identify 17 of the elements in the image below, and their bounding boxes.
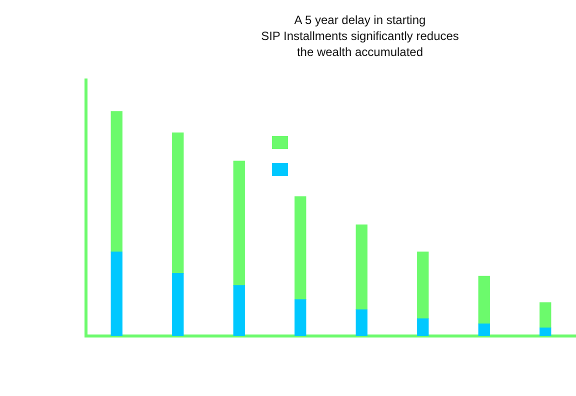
bar bbox=[233, 160, 245, 286]
chart-title: A 5 year delay in starting SIP Installments significantly reduces the wealth accumulated bbox=[260, 12, 460, 60]
bar bbox=[540, 302, 552, 328]
bar bbox=[540, 328, 552, 336]
bar bbox=[356, 309, 368, 336]
bar bbox=[478, 324, 490, 336]
bar bbox=[478, 276, 490, 324]
bar bbox=[172, 273, 184, 336]
bar bbox=[110, 252, 122, 336]
bar bbox=[294, 196, 306, 300]
bar bbox=[417, 318, 429, 336]
bar bbox=[233, 285, 245, 336]
bar bbox=[172, 132, 184, 274]
bar bbox=[417, 252, 429, 320]
bar bbox=[356, 224, 368, 310]
bar bbox=[110, 111, 122, 252]
bar bbox=[294, 299, 306, 336]
